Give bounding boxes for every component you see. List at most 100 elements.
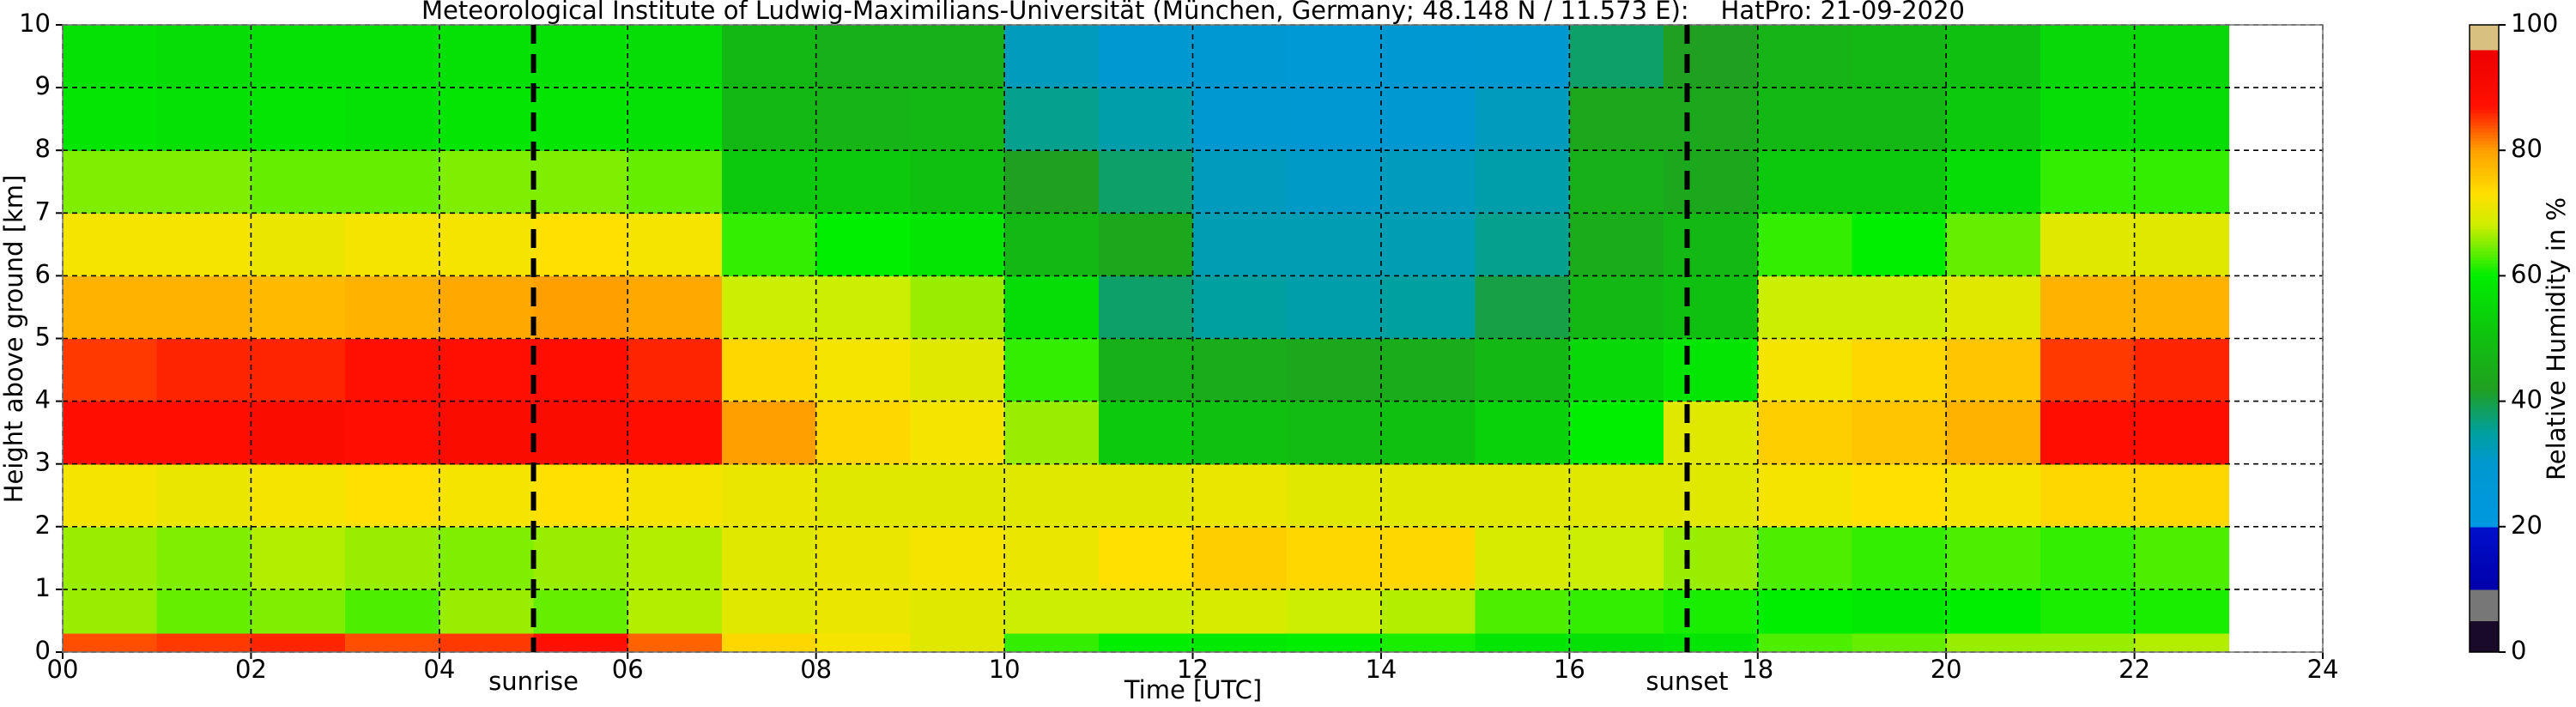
colorbar-slice [2470,294,2499,299]
y-tick-label: 9 [35,71,51,100]
heatmap-cell [910,88,1005,151]
colorbar-slice [2470,122,2499,126]
colorbar-slice [2470,482,2499,486]
colorbar-slice [2470,645,2499,650]
heatmap-cell [1664,633,1759,653]
heatmap-cell [910,275,1005,340]
heatmap-cell [1287,213,1382,276]
colorbar-slice [2470,416,2499,421]
colorbar-slice [2470,354,2499,358]
heatmap-cell [1192,589,1288,634]
heatmap-cell [156,213,252,276]
colorbar-slice [2470,156,2499,160]
heatmap-cell [1757,401,1853,465]
heatmap-cell [910,526,1005,590]
heatmap-cell [910,338,1005,402]
heatmap-cell [627,401,723,465]
heatmap-cell [815,25,911,88]
heatmap-cell [815,589,911,634]
heatmap-cell [1380,25,1476,88]
colorbar-slice [2470,404,2499,408]
heatmap-cell [1569,526,1664,590]
heatmap-cell [1569,633,1664,653]
colorbar-slice [2470,137,2499,142]
heatmap-cell [1475,338,1570,402]
heatmap-cell [2134,213,2229,276]
heatmap-cell [156,463,252,528]
colorbar-slice [2470,573,2499,577]
heatmap-cell [533,150,628,214]
heatmap-cell [1192,275,1288,340]
colorbar-slice [2470,181,2499,185]
heatmap-cell [345,338,440,402]
heatmap-cell [910,25,1005,88]
colorbar-slice [2470,97,2499,101]
heatmap-cell [533,526,628,590]
colorbar-slice [2470,451,2499,456]
heatmap-cell [1569,150,1664,214]
colorbar-slice [2470,281,2499,286]
colorbar-slice [2470,476,2499,480]
heatmap-cell [251,88,346,151]
heatmap-cell [1852,88,1947,151]
heatmap-cell [2040,150,2136,214]
heatmap-cell [721,88,817,151]
y-tick-label: 6 [35,259,51,288]
heatmap-cell [721,589,817,634]
x-axis-label: Time [UTC] [1124,675,1262,704]
heatmap-cell [1287,589,1382,634]
heatmap-cell [1380,275,1476,340]
heatmap-cell [1757,275,1853,340]
heatmap-cell [1380,213,1476,276]
y-tick-label: 0 [35,636,51,665]
colorbar-slice [2470,457,2499,462]
heatmap-cell [721,633,817,653]
colorbar-slice [2470,263,2499,267]
heatmap-cell [815,275,911,340]
colorbar-slice [2470,488,2499,493]
heatmap-cell [1757,526,1853,590]
colorbar-slice [2470,279,2499,283]
colorbar-slice [2470,69,2499,73]
colorbar-slice [2470,410,2499,414]
colorbar-slice [2470,31,2499,35]
heatmap-cell [1098,275,1194,340]
heatmap-cell [1664,338,1759,402]
heatmap-cell [533,213,628,276]
heatmap-cell [1664,401,1759,465]
colorbar-slice [2470,514,2499,518]
heatmap-cell [1664,526,1759,590]
colorbar-slice [2470,88,2499,92]
colorbar-slice [2470,624,2499,628]
heatmap-cell [627,150,723,214]
heatmap-cell [2134,338,2229,402]
heatmap-cell [1475,88,1570,151]
colorbar-slice [2470,620,2499,625]
heatmap-cell [721,338,817,402]
heatmap-cell [1380,401,1476,465]
heatmap-cell [156,88,252,151]
colorbar-slice [2470,65,2499,69]
colorbar-slice [2470,338,2499,342]
heatmap-cell [1946,88,2041,151]
heatmap-cell [1852,463,1947,528]
heatmap-cell [1569,275,1664,340]
heatmap-cell [533,338,628,402]
heatmap-cell [1946,338,2041,402]
heatmap-cell [627,463,723,528]
heatmap-cell [1004,401,1100,465]
colorbar-slice [2470,388,2499,393]
colorbar-slice [2470,115,2499,120]
heatmap-cell [1757,213,1853,276]
heatmap-cell [156,401,252,465]
heatmap-cell [1380,463,1476,528]
heatmap-cell [1098,338,1194,402]
heatmap-cell [1004,213,1100,276]
heatmap-cell [627,338,723,402]
colorbar-slice [2470,335,2499,339]
colorbar-slice [2470,363,2499,367]
colorbar-slice [2470,357,2499,361]
heatmap-cell [721,25,817,88]
plot-frame [62,24,2324,653]
